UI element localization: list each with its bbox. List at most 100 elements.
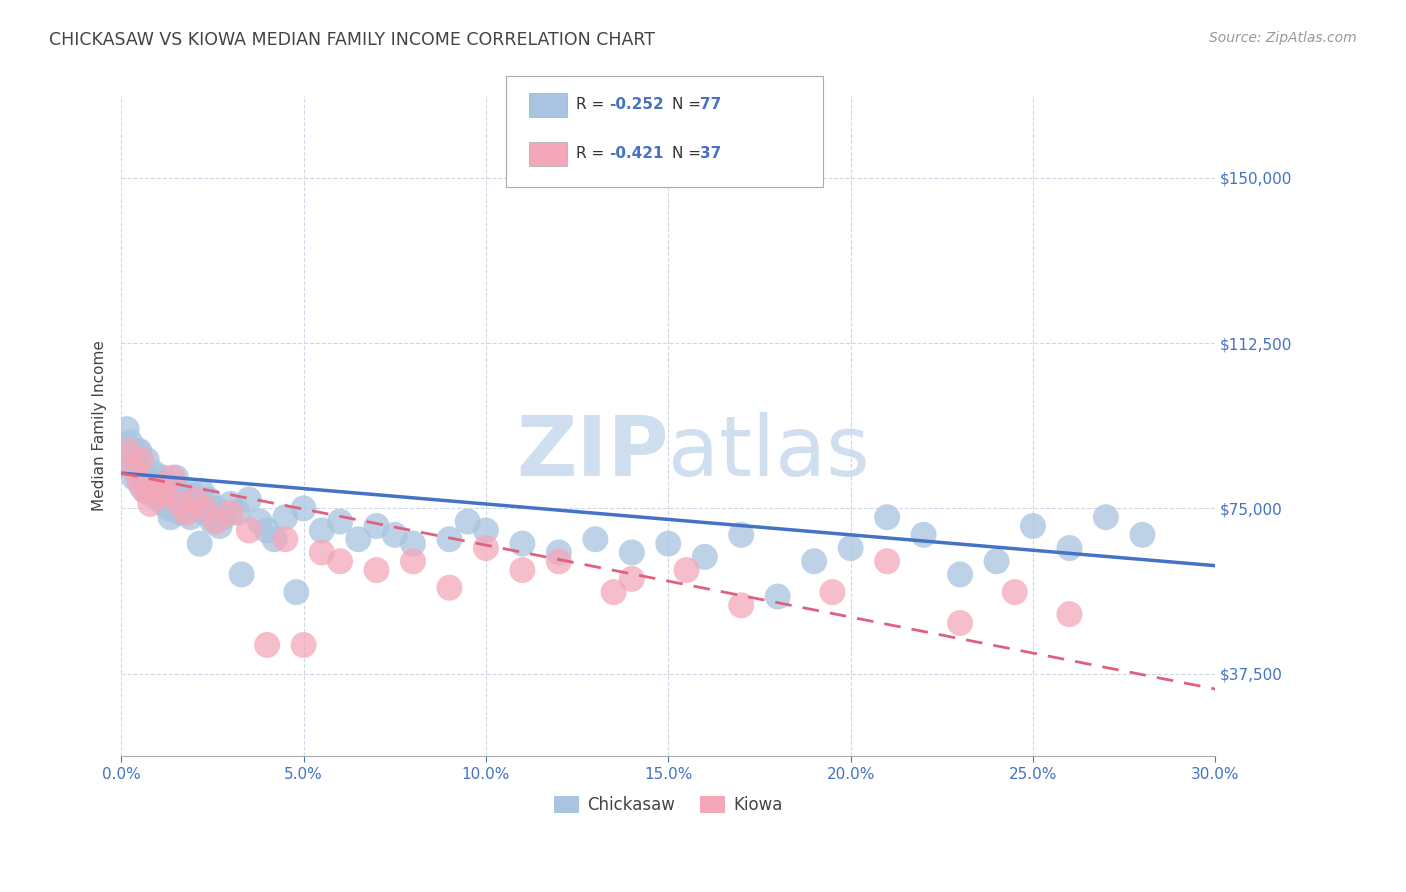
Point — [115, 422, 138, 436]
Point — [128, 475, 150, 489]
Point — [148, 492, 170, 507]
Text: R =: R = — [576, 97, 610, 112]
Point — [219, 506, 242, 520]
Point — [219, 497, 242, 511]
Point — [146, 479, 169, 493]
Point — [292, 638, 315, 652]
Point — [176, 492, 198, 507]
Point — [512, 563, 534, 577]
Point — [292, 501, 315, 516]
Point — [311, 545, 333, 559]
Point — [274, 510, 297, 524]
Point — [475, 524, 498, 538]
Point — [986, 554, 1008, 568]
Point — [675, 563, 697, 577]
Point — [803, 554, 825, 568]
Point — [311, 524, 333, 538]
Point — [135, 453, 157, 467]
Point — [949, 567, 972, 582]
Point — [117, 449, 139, 463]
Point — [121, 461, 143, 475]
Point — [547, 554, 569, 568]
Text: N =: N = — [672, 146, 706, 161]
Point — [194, 501, 217, 516]
Point — [183, 492, 205, 507]
Point — [159, 510, 181, 524]
Point — [165, 470, 187, 484]
Point — [162, 470, 184, 484]
Text: N =: N = — [672, 97, 706, 112]
Point — [839, 541, 862, 555]
Point — [1004, 585, 1026, 599]
Text: -0.252: -0.252 — [609, 97, 664, 112]
Point — [150, 483, 173, 498]
Point — [190, 483, 212, 498]
Point — [132, 466, 155, 480]
Point — [176, 506, 198, 520]
Point — [129, 453, 152, 467]
Point — [169, 506, 191, 520]
Point — [384, 528, 406, 542]
Point — [238, 492, 260, 507]
Point — [122, 470, 145, 484]
Point — [205, 501, 228, 516]
Point — [197, 492, 219, 507]
Point — [912, 528, 935, 542]
Point — [208, 519, 231, 533]
Legend: Chickasaw, Kiowa: Chickasaw, Kiowa — [547, 789, 789, 821]
Point — [205, 515, 228, 529]
Point — [152, 470, 174, 484]
Point — [730, 528, 752, 542]
Point — [457, 515, 479, 529]
Point — [127, 444, 149, 458]
Point — [657, 536, 679, 550]
Point — [602, 585, 624, 599]
Point — [143, 466, 166, 480]
Point — [402, 554, 425, 568]
Point — [402, 536, 425, 550]
Point — [547, 545, 569, 559]
Point — [1022, 519, 1045, 533]
Point — [263, 533, 285, 547]
Text: -0.421: -0.421 — [609, 146, 664, 161]
Point — [162, 488, 184, 502]
Point — [187, 501, 209, 516]
Point — [134, 483, 156, 498]
Point — [125, 458, 148, 472]
Point — [117, 444, 139, 458]
Point — [347, 533, 370, 547]
Point — [238, 524, 260, 538]
Text: 37: 37 — [700, 146, 721, 161]
Point — [1132, 528, 1154, 542]
Point — [249, 515, 271, 529]
Point — [153, 488, 176, 502]
Point — [146, 479, 169, 493]
Point — [226, 506, 249, 520]
Point — [129, 479, 152, 493]
Point — [169, 497, 191, 511]
Y-axis label: Median Family Income: Median Family Income — [93, 341, 107, 511]
Point — [366, 519, 388, 533]
Point — [475, 541, 498, 555]
Point — [256, 638, 278, 652]
Point — [256, 524, 278, 538]
Point — [122, 461, 145, 475]
Point — [329, 554, 352, 568]
Text: 77: 77 — [700, 97, 721, 112]
Point — [1095, 510, 1118, 524]
Point — [194, 506, 217, 520]
Point — [949, 615, 972, 630]
Point — [583, 533, 606, 547]
Point — [150, 483, 173, 498]
Point — [157, 501, 180, 516]
Point — [139, 475, 162, 489]
Point — [231, 567, 253, 582]
Point — [139, 497, 162, 511]
Point — [620, 572, 643, 586]
Point — [188, 536, 211, 550]
Text: CHICKASAW VS KIOWA MEDIAN FAMILY INCOME CORRELATION CHART: CHICKASAW VS KIOWA MEDIAN FAMILY INCOME … — [49, 31, 655, 49]
Point — [439, 581, 461, 595]
Point — [141, 488, 163, 502]
Text: Source: ZipAtlas.com: Source: ZipAtlas.com — [1209, 31, 1357, 45]
Point — [201, 515, 224, 529]
